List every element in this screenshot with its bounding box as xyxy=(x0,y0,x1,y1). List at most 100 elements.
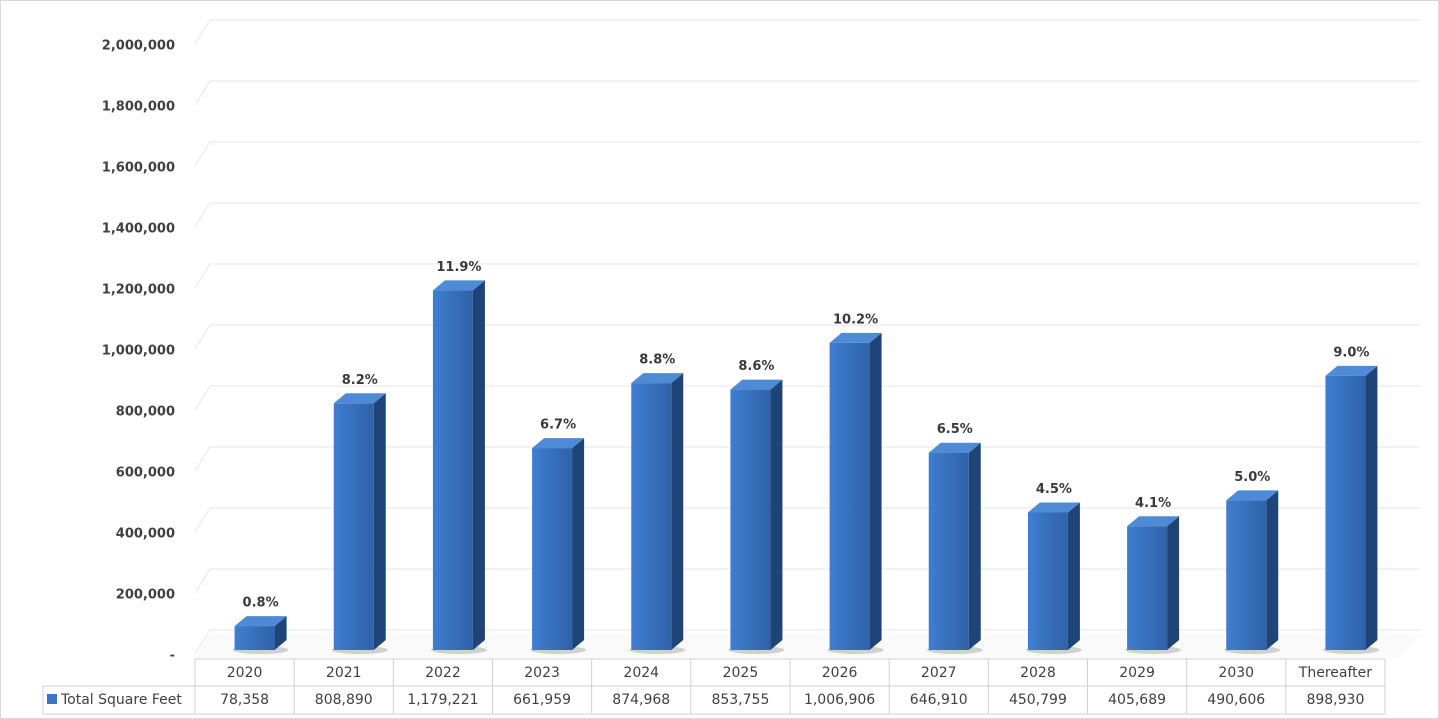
x-tick-label: 2030 xyxy=(1218,665,1254,681)
bar-top xyxy=(432,280,485,291)
floor xyxy=(195,634,1420,658)
bar-side xyxy=(472,280,485,650)
percent-label: 9.0% xyxy=(1333,345,1369,360)
bar xyxy=(234,626,275,650)
percent-label: 4.1% xyxy=(1135,496,1171,511)
y-tick-label: 2,000,000 xyxy=(102,39,175,54)
percent-label: 8.6% xyxy=(738,359,774,374)
y-tick-label: - xyxy=(170,649,175,664)
percent-label: 10.2% xyxy=(833,312,878,327)
table-value: 661,959 xyxy=(513,692,571,708)
table-value: 405,689 xyxy=(1108,692,1166,708)
bar xyxy=(1325,375,1366,650)
bar-top xyxy=(631,373,684,384)
legend-label: Total Square Feet xyxy=(60,692,182,708)
bar xyxy=(928,452,969,650)
table-data-row xyxy=(42,685,1386,715)
x-tick-label: Thereafter xyxy=(1298,665,1372,681)
x-tick-label: 2023 xyxy=(524,665,560,681)
percent-label: 6.5% xyxy=(937,422,973,437)
grid-line xyxy=(194,202,1420,228)
bar xyxy=(1027,512,1068,650)
bar-top xyxy=(234,616,287,627)
bar-side xyxy=(968,442,981,650)
bar-side xyxy=(572,438,585,650)
bar-top xyxy=(730,379,783,390)
bar-side xyxy=(274,616,287,650)
bar-side xyxy=(1365,365,1378,650)
bar xyxy=(532,448,573,650)
bar-top xyxy=(1127,516,1180,527)
y-tick-label: 600,000 xyxy=(116,466,175,481)
bar xyxy=(333,403,374,650)
grid-line xyxy=(194,568,1420,594)
y-tick-label: 200,000 xyxy=(116,588,175,603)
table-value: 490,606 xyxy=(1207,692,1265,708)
table-value: 874,968 xyxy=(612,692,670,708)
bar-top xyxy=(928,442,981,453)
percent-label: 5.0% xyxy=(1234,470,1270,485)
bar-side xyxy=(770,379,783,650)
table-value: 646,910 xyxy=(910,692,968,708)
grid-line xyxy=(194,385,1420,411)
y-tick-label: 1,200,000 xyxy=(102,283,175,298)
bar xyxy=(730,389,771,650)
bar-side xyxy=(1067,502,1080,650)
table-value: 450,799 xyxy=(1009,692,1067,708)
bar xyxy=(829,342,870,650)
bar xyxy=(1226,500,1267,650)
x-tick-label: 2022 xyxy=(425,665,461,681)
bar-side xyxy=(1167,516,1180,650)
table-value: 1,006,906 xyxy=(804,692,875,708)
bar-side xyxy=(1266,490,1279,650)
x-tick-label: 2020 xyxy=(227,665,263,681)
bar-top xyxy=(829,332,882,343)
percent-label: 0.8% xyxy=(243,596,279,611)
grid-line xyxy=(194,80,1420,106)
table-value: 808,890 xyxy=(315,692,373,708)
grid-line xyxy=(194,446,1420,472)
table-value: 1,179,221 xyxy=(407,692,478,708)
percent-label: 4.5% xyxy=(1036,482,1072,497)
grid-line xyxy=(194,19,1420,45)
percent-label: 8.8% xyxy=(639,353,675,368)
x-tick-label: 2026 xyxy=(822,665,858,681)
y-tick-label: 1,000,000 xyxy=(102,344,175,359)
bar xyxy=(631,383,672,650)
x-tick-label: 2021 xyxy=(326,665,362,681)
grid-line xyxy=(194,629,1420,655)
y-tick-label: 1,800,000 xyxy=(102,100,175,115)
table-value: 898,930 xyxy=(1306,692,1364,708)
grid-line xyxy=(194,324,1420,350)
percent-label: 8.2% xyxy=(342,373,378,388)
x-tick-label: 2024 xyxy=(623,665,659,681)
bar-top xyxy=(1325,365,1378,376)
bar-top xyxy=(333,393,386,404)
bar-side xyxy=(869,332,882,650)
grid-line xyxy=(194,141,1420,167)
y-tick-label: 400,000 xyxy=(116,527,175,542)
percent-label: 11.9% xyxy=(436,260,481,275)
legend-swatch xyxy=(47,694,57,704)
bar-top xyxy=(1027,502,1080,513)
percent-label: 6.7% xyxy=(540,418,576,433)
table-value: 78,358 xyxy=(220,692,269,708)
bar-top xyxy=(1226,490,1279,501)
table-value: 853,755 xyxy=(711,692,769,708)
grid-line xyxy=(194,263,1420,289)
x-tick-label: 2027 xyxy=(921,665,957,681)
bar xyxy=(1127,526,1168,650)
y-tick-label: 1,400,000 xyxy=(102,222,175,237)
x-tick-label: 2029 xyxy=(1119,665,1155,681)
y-tick-label: 800,000 xyxy=(116,405,175,420)
bar-side xyxy=(671,373,684,650)
bar-top xyxy=(532,438,585,449)
x-tick-label: 2025 xyxy=(723,665,759,681)
bar-side xyxy=(373,393,386,650)
y-tick-label: 1,600,000 xyxy=(102,161,175,176)
x-tick-label: 2028 xyxy=(1020,665,1056,681)
bar xyxy=(432,290,473,650)
grid-line xyxy=(194,507,1420,533)
